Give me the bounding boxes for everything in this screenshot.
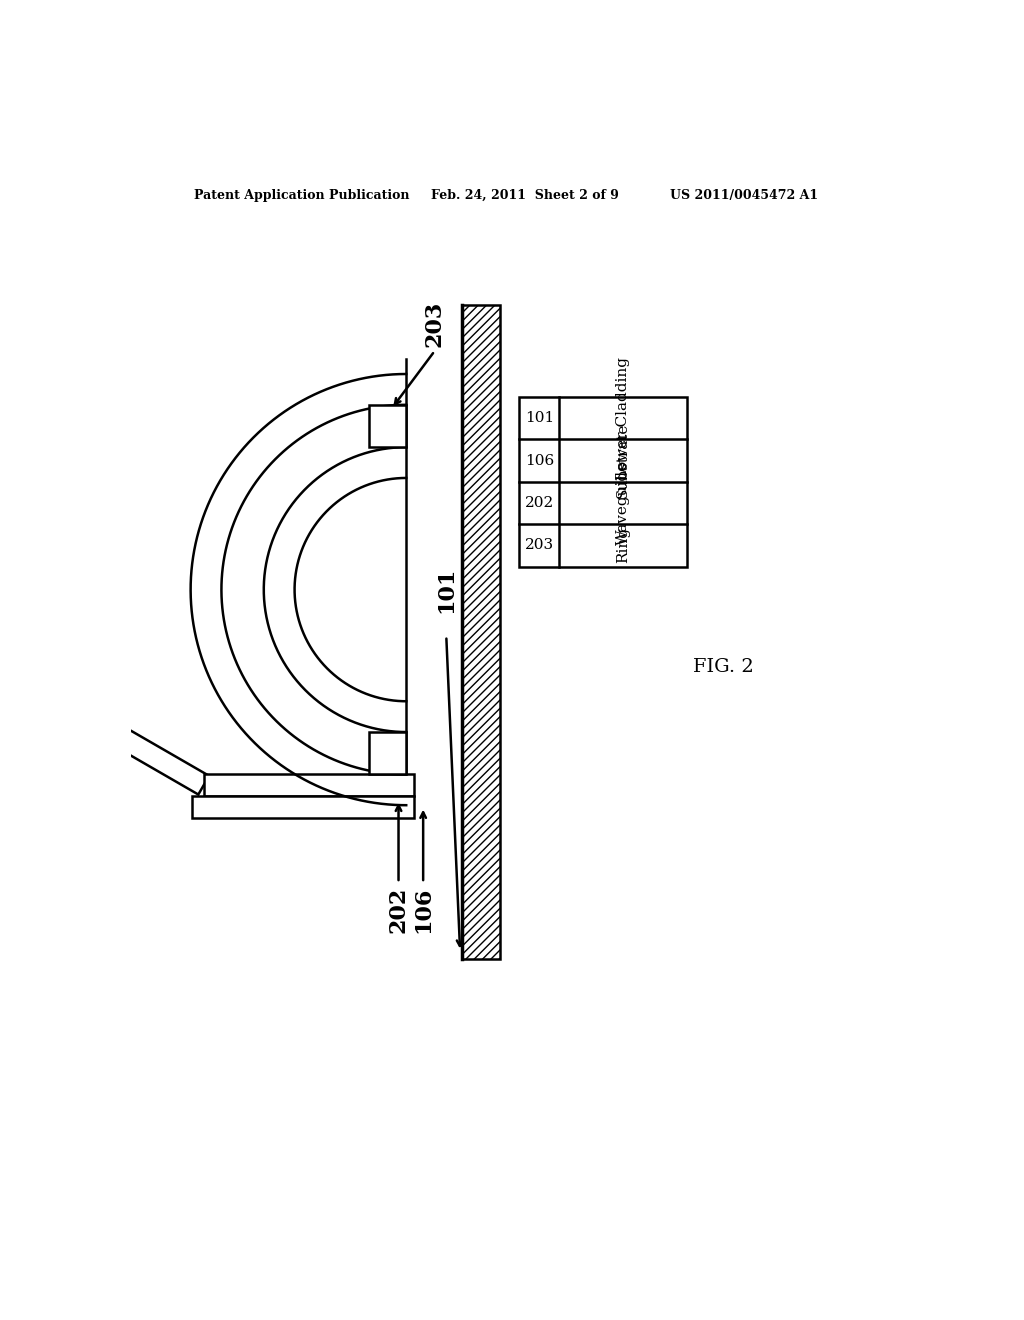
Text: Substrate: Substrate — [616, 422, 630, 499]
Text: US 2011/0045472 A1: US 2011/0045472 A1 — [670, 189, 818, 202]
Text: Lower Cladding: Lower Cladding — [616, 356, 630, 479]
Text: Waveguide: Waveguide — [616, 461, 630, 545]
Bar — [519, 397, 686, 566]
Text: Feb. 24, 2011  Sheet 2 of 9: Feb. 24, 2011 Sheet 2 of 9 — [431, 189, 618, 202]
Text: 101: 101 — [525, 412, 554, 425]
Polygon shape — [58, 696, 209, 795]
Text: 203: 203 — [424, 301, 445, 347]
Text: 101: 101 — [435, 566, 458, 612]
Text: 202: 202 — [525, 496, 554, 510]
Bar — [370, 405, 407, 447]
Text: Patent Application Publication: Patent Application Publication — [195, 189, 410, 202]
Text: 203: 203 — [525, 539, 554, 552]
Bar — [462, 305, 500, 960]
Text: 202: 202 — [387, 887, 410, 933]
Text: FIG. 2: FIG. 2 — [692, 657, 754, 676]
Text: 106: 106 — [412, 887, 434, 933]
Bar — [204, 775, 414, 796]
Bar — [193, 796, 414, 817]
Text: 106: 106 — [525, 454, 554, 467]
Text: Ring: Ring — [616, 527, 630, 564]
Bar — [370, 733, 407, 775]
